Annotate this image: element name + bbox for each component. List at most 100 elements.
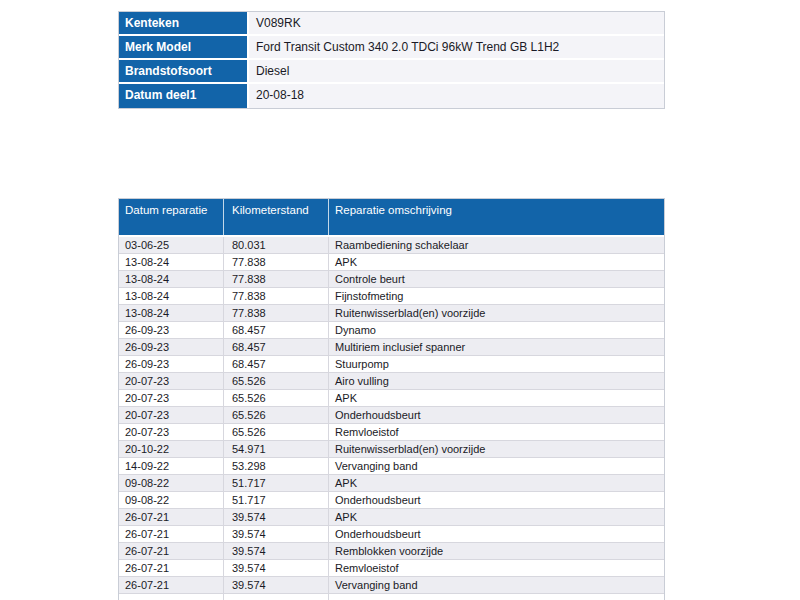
repair-date-cell: 09-08-22 (119, 492, 224, 508)
kilometerstand-cell: 68.457 (224, 339, 329, 355)
table-row: 20-07-2365.526APK (119, 390, 664, 407)
repair-date-cell: 26-09-23 (119, 322, 224, 338)
repair-date-cell: 20-07-23 (119, 390, 224, 406)
repair-history-table: Datum reparatie Kilometerstand Reparatie… (118, 198, 665, 600)
table-row: 14-09-2253.298Vervanging band (119, 458, 664, 475)
repair-date-cell: 26-07-21 (119, 543, 224, 559)
vehicle-info-table: Kenteken V089RK Merk Model Ford Transit … (118, 11, 665, 109)
table-row: 26-07-2139.574Remblokken voorzijde (119, 543, 664, 560)
repair-date-cell: 13-08-24 (119, 288, 224, 304)
table-row: 26-07-2139.574APK (119, 509, 664, 526)
kilometerstand-cell: 65.526 (224, 390, 329, 406)
kilometerstand-cell: 39.574 (224, 509, 329, 525)
repair-description-cell: Remvloeistof (329, 560, 664, 576)
kenteken-label: Kenteken (119, 12, 249, 36)
kilometerstand-cell: 77.838 (224, 254, 329, 270)
repair-description-cell: Stuurpomp (329, 356, 664, 372)
repair-description-cell: APK (329, 390, 664, 406)
kilometerstand-cell: 39.574 (224, 560, 329, 576)
repair-description-cell: Vervanging band (329, 577, 664, 593)
repair-date-cell: 26-07-21 (119, 577, 224, 593)
kilometerstand-cell: 68.457 (224, 322, 329, 338)
table-row: 20-07-2365.526Onderhoudsbeurt (119, 407, 664, 424)
table-row: 26-07-2139.574Vervanging band (119, 577, 664, 594)
repair-description-cell: APK (329, 254, 664, 270)
kilometerstand-cell: 53.298 (224, 458, 329, 474)
datum-deel1-value: 20-08-18 (249, 84, 664, 108)
kilometerstand-cell: 77.838 (224, 271, 329, 287)
repair-date-cell: 20-07-23 (119, 407, 224, 423)
kilometerstand-cell: 51.717 (224, 492, 329, 508)
repair-description-cell: Fijnstofmeting (329, 288, 664, 304)
repair-description-cell: Multiriem inclusief spanner (329, 339, 664, 355)
table-row: 26-07-2139.574Onderhoudsbeurt (119, 526, 664, 543)
vehicle-info-row: Brandstofsoort Diesel (119, 60, 664, 84)
repair-description-cell: Onderhoudsbeurt (329, 526, 664, 542)
kilometerstand-cell: 54.971 (224, 441, 329, 457)
vehicle-info-row: Datum deel1 20-08-18 (119, 84, 664, 108)
repair-description-cell: Remblokken voorzijde (329, 543, 664, 559)
repair-date-cell: 13-08-24 (119, 305, 224, 321)
repair-table-header: Datum reparatie Kilometerstand Reparatie… (119, 199, 664, 237)
kilometerstand-cell: 80.031 (224, 237, 329, 253)
table-row: 03-06-2580.031Raambediening schakelaar (119, 237, 664, 254)
kilometerstand-cell: 51.717 (224, 475, 329, 491)
repair-date-cell: 14-09-22 (119, 458, 224, 474)
column-header-reparatie-omschrijving: Reparatie omschrijving (329, 199, 664, 235)
repair-date-cell: 26-09-23 (119, 356, 224, 372)
table-row: 26-07-2139.574Remvloeistof (119, 560, 664, 577)
table-row: 13-08-2477.838Fijnstofmeting (119, 288, 664, 305)
repair-description-cell: Airo vulling (329, 373, 664, 389)
repair-date-cell: 13-08-24 (119, 271, 224, 287)
column-header-kilometerstand: Kilometerstand (224, 199, 329, 235)
repair-date-cell: 03-06-25 (119, 237, 224, 253)
repair-description-cell: Controle beurt (329, 271, 664, 287)
repair-date-cell: 20-07-23 (119, 424, 224, 440)
kilometerstand-cell: 65.526 (224, 407, 329, 423)
repair-date-cell: 26-07-21 (119, 526, 224, 542)
kilometerstand-cell (224, 594, 329, 600)
repair-date-cell: 13-08-24 (119, 254, 224, 270)
kilometerstand-cell: 39.574 (224, 526, 329, 542)
table-row: 20-07-2365.526Airo vulling (119, 373, 664, 390)
table-row: 26-09-2368.457Dynamo (119, 322, 664, 339)
table-row: 09-08-2251.717Onderhoudsbeurt (119, 492, 664, 509)
repair-description-cell (329, 594, 664, 600)
repair-table-body: 03-06-2580.031Raambediening schakelaar13… (119, 237, 664, 594)
repair-description-cell: Ruitenwisserblad(en) voorzijde (329, 441, 664, 457)
vehicle-info-row: Merk Model Ford Transit Custom 340 2.0 T… (119, 36, 664, 60)
column-header-datum-reparatie: Datum reparatie (119, 199, 224, 235)
repair-date-cell (119, 594, 224, 600)
brandstofsoort-value: Diesel (249, 60, 664, 84)
partial-row (119, 594, 664, 600)
repair-date-cell: 26-07-21 (119, 509, 224, 525)
repair-description-cell: Onderhoudsbeurt (329, 407, 664, 423)
repair-description-cell: Remvloeistof (329, 424, 664, 440)
repair-date-cell: 20-07-23 (119, 373, 224, 389)
table-row: 13-08-2477.838APK (119, 254, 664, 271)
table-row: 20-10-2254.971Ruitenwisserblad(en) voorz… (119, 441, 664, 458)
kenteken-value: V089RK (249, 12, 664, 36)
repair-date-cell: 26-07-21 (119, 560, 224, 576)
repair-date-cell: 26-09-23 (119, 339, 224, 355)
table-row: 13-08-2477.838Ruitenwisserblad(en) voorz… (119, 305, 664, 322)
table-row: 09-08-2251.717APK (119, 475, 664, 492)
repair-description-cell: Dynamo (329, 322, 664, 338)
kilometerstand-cell: 65.526 (224, 424, 329, 440)
kilometerstand-cell: 39.574 (224, 577, 329, 593)
kilometerstand-cell: 65.526 (224, 373, 329, 389)
repair-description-cell: Raambediening schakelaar (329, 237, 664, 253)
repair-date-cell: 20-10-22 (119, 441, 224, 457)
repair-description-cell: Onderhoudsbeurt (329, 492, 664, 508)
table-row: 26-09-2368.457Multiriem inclusief spanne… (119, 339, 664, 356)
repair-date-cell: 09-08-22 (119, 475, 224, 491)
table-row: 20-07-2365.526Remvloeistof (119, 424, 664, 441)
table-row: 13-08-2477.838Controle beurt (119, 271, 664, 288)
repair-description-cell: Ruitenwisserblad(en) voorzijde (329, 305, 664, 321)
kilometerstand-cell: 77.838 (224, 305, 329, 321)
repair-description-cell: APK (329, 475, 664, 491)
table-row: 26-09-2368.457Stuurpomp (119, 356, 664, 373)
report-page: Kenteken V089RK Merk Model Ford Transit … (0, 0, 800, 600)
merk-model-label: Merk Model (119, 36, 249, 60)
kilometerstand-cell: 77.838 (224, 288, 329, 304)
